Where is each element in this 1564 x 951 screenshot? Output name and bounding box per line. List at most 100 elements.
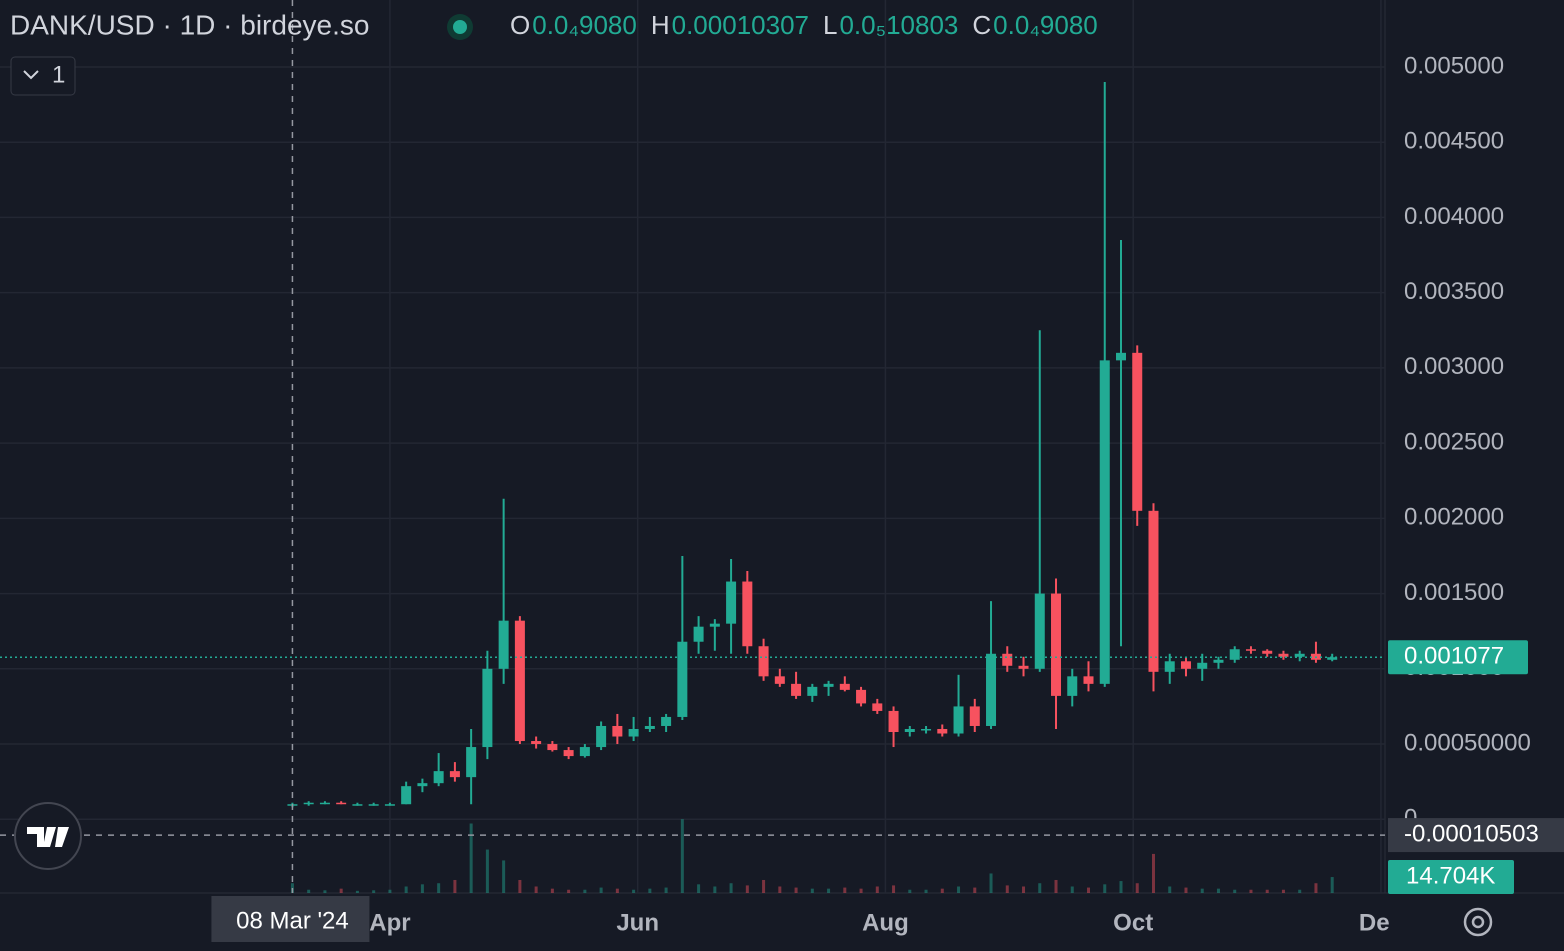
volume-bar [534, 886, 538, 893]
candle-body [709, 623, 720, 627]
volume-bar [810, 888, 814, 893]
y-tick-label: 0.004500 [1404, 128, 1504, 155]
volume-bar [518, 879, 522, 893]
volume-layer [290, 819, 1334, 893]
candle-body [1294, 653, 1305, 657]
candle-body [1083, 676, 1094, 684]
candle-body [1245, 649, 1256, 651]
candle-body [433, 771, 444, 784]
candle-body [856, 689, 867, 704]
volume-bar [453, 879, 457, 893]
volume-bar [729, 883, 733, 893]
volume-bar [502, 860, 506, 893]
volume-bar [632, 889, 636, 893]
settings-icon[interactable] [1463, 907, 1493, 937]
candle-body [953, 706, 964, 734]
legend-key: O [510, 10, 530, 40]
candle-body [1262, 650, 1273, 654]
volume-bar [1265, 889, 1269, 893]
candle-body [839, 683, 850, 690]
candle-body [417, 783, 428, 787]
legend-key: H [651, 10, 670, 40]
volume-bar [843, 887, 847, 893]
volume-bar [404, 886, 408, 893]
volume-bar [680, 819, 684, 893]
volume-bar [989, 873, 993, 893]
legend-value: 0.00010307 [672, 10, 809, 40]
candle-body [482, 668, 493, 748]
x-tick-label: Dec [1359, 909, 1403, 936]
candle-body [1278, 653, 1289, 657]
volume-value-label: 14.704K [1406, 862, 1495, 889]
volume-bar [1151, 853, 1155, 893]
volume-bar [875, 886, 879, 893]
candle-body [1132, 352, 1143, 511]
volume-bar [1233, 889, 1237, 893]
crosshair-x-box [211, 896, 370, 942]
candle-body [319, 802, 330, 805]
volume-bar [648, 888, 652, 893]
volume-bar [372, 890, 376, 893]
candle-body [1148, 510, 1159, 672]
tv-logo[interactable] [14, 802, 82, 870]
volume-bar [940, 888, 944, 893]
volume-bar [1005, 885, 1009, 893]
candle-body [888, 710, 899, 733]
candle-body [1099, 360, 1110, 684]
candle-body [644, 725, 655, 729]
candle-body [628, 728, 639, 737]
volume-bar [1184, 887, 1188, 893]
volume-bar [1135, 883, 1139, 893]
candle-body [1229, 649, 1240, 660]
volume-bar [1216, 888, 1220, 893]
candle-body [401, 786, 412, 805]
candle-body [823, 683, 834, 687]
candle-body [1327, 657, 1338, 660]
volume-bar [567, 889, 571, 893]
volume-bar [355, 890, 359, 893]
candle-body [531, 741, 542, 745]
candle-body [986, 653, 997, 726]
candle-body [612, 725, 623, 737]
candle-body [1197, 662, 1208, 669]
y-tick-label: 0.004000 [1404, 203, 1504, 230]
y-tick-label: 0.00050000 [1404, 729, 1531, 756]
chevron-icon [23, 70, 39, 80]
y-tick-label: 0.003000 [1404, 353, 1504, 380]
candle-body [1164, 661, 1175, 672]
candle-body [384, 804, 395, 806]
volume-bar [745, 885, 749, 893]
volume-bar [1330, 877, 1334, 893]
y-tick-label: 0.002000 [1404, 504, 1504, 531]
last-price-box [1388, 640, 1528, 675]
volume-bar [1103, 884, 1107, 893]
candle-body [368, 804, 379, 806]
volume-bar [615, 888, 619, 893]
candle-body [1034, 593, 1045, 669]
candle-body [336, 802, 347, 805]
volume-bar [859, 888, 863, 893]
legend-value: 0.0₄9080 [993, 10, 1098, 40]
indicator-toggle[interactable] [10, 56, 76, 96]
crosshair-x-label: 08 Mar '24 [236, 907, 349, 934]
volume-bar [469, 823, 473, 893]
crosshair-y-box [1388, 818, 1564, 853]
status-dot [453, 20, 467, 34]
volume-bar [1168, 886, 1172, 893]
x-tick-label: Oct [1113, 909, 1153, 936]
volume-bar [713, 886, 717, 893]
crosshair-y-label: -0.00010503 [1404, 820, 1539, 847]
candle-body [921, 728, 932, 731]
volume-bar [550, 888, 554, 893]
volume-bar [1281, 889, 1285, 893]
volume-bar [827, 888, 831, 893]
volume-bar [892, 885, 896, 893]
volume-bar [339, 888, 343, 893]
x-tick-label: Aug [862, 909, 909, 936]
volume-bar [1314, 883, 1318, 893]
candle-body [661, 716, 672, 726]
